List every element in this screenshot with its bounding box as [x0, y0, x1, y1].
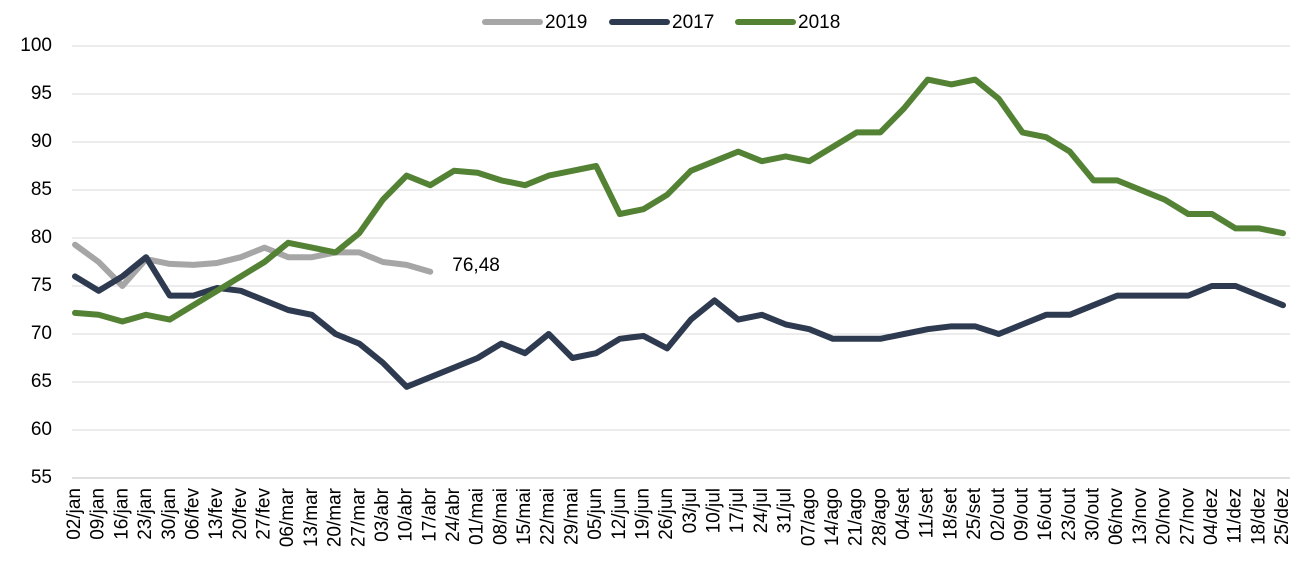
- y-tick-label: 100: [20, 35, 52, 56]
- legend-label: 2018: [798, 12, 840, 33]
- y-tick-label: 70: [31, 323, 52, 344]
- x-tick-label: 28/ago: [869, 488, 890, 546]
- y-tick-label: 90: [31, 131, 52, 152]
- x-tick-label: 30/jan: [159, 488, 180, 540]
- x-tick-label: 19/jun: [632, 488, 653, 540]
- x-tick-label: 02/out: [988, 487, 1009, 541]
- x-tick-label: 09/out: [1011, 487, 1032, 541]
- x-tick-label: 04/dez: [1201, 488, 1222, 545]
- series-line: [72, 241, 434, 289]
- x-tick-label: 02/jan: [64, 488, 85, 540]
- x-tick-label: 10/jul: [704, 488, 725, 533]
- x-tick-label: 09/jan: [88, 488, 109, 540]
- x-tick-label: 24/abr: [443, 487, 464, 542]
- x-tick-label: 06/nov: [1106, 488, 1127, 546]
- x-tick-label: 24/jul: [751, 488, 772, 533]
- y-tick-label: 65: [31, 371, 52, 392]
- x-tick-label: 27/fev: [254, 488, 275, 540]
- x-tick-label: 13/fev: [206, 488, 227, 540]
- annotation: 76,48: [452, 255, 500, 276]
- x-tick-label: 16/jan: [111, 488, 132, 540]
- x-tick-label: 10/abr: [396, 487, 417, 542]
- x-tick-label: 26/jun: [656, 488, 677, 540]
- y-tick-label: 55: [31, 467, 52, 488]
- x-tick-label: 18/set: [940, 487, 961, 539]
- x-tick-label: 27/nov: [1177, 488, 1198, 546]
- series-line: [72, 76, 1286, 325]
- x-tick-label: 20/mar: [325, 487, 346, 547]
- x-tick-label: 23/jan: [135, 488, 156, 540]
- x-tick-label: 13/nov: [1130, 488, 1151, 546]
- y-tick-label: 80: [31, 227, 52, 248]
- x-tick-label: 20/fev: [230, 488, 251, 540]
- x-tick-label: 01/mai: [467, 488, 488, 545]
- x-tick-label: 22/mai: [538, 488, 559, 545]
- x-tick-label: 23/out: [1059, 487, 1080, 541]
- x-tick-label: 31/jul: [775, 488, 796, 533]
- x-tick-label: 03/jul: [680, 488, 701, 533]
- x-tick-label: 04/set: [893, 487, 914, 539]
- x-tick-label: 08/mai: [490, 488, 511, 545]
- x-tick-label: 06/fev: [182, 488, 203, 540]
- y-tick-label: 75: [31, 275, 52, 296]
- legend-label: 2017: [672, 12, 714, 33]
- x-tick-label: 06/mar: [277, 487, 298, 547]
- x-tick-label: 11/set: [917, 487, 938, 538]
- y-tick-label: 85: [31, 179, 52, 200]
- x-tick-label: 15/mai: [514, 488, 535, 545]
- x-tick-label: 16/out: [1035, 487, 1056, 541]
- x-tick-label: 13/mar: [301, 487, 322, 547]
- y-tick-label: 60: [31, 419, 52, 440]
- x-tick-label: 21/ago: [846, 488, 867, 546]
- x-tick-label: 11/dez: [1225, 488, 1246, 544]
- y-tick-label: 95: [31, 83, 52, 104]
- x-tick-label: 25/dez: [1272, 488, 1290, 545]
- x-tick-label: 20/nov: [1154, 488, 1175, 546]
- x-tick-label: 27/mar: [348, 487, 369, 547]
- x-tick-label: 18/dez: [1248, 488, 1269, 545]
- x-tick-label: 03/abr: [372, 487, 393, 542]
- x-tick-label: 30/out: [1083, 487, 1104, 541]
- x-tick-label: 12/jun: [609, 488, 630, 540]
- x-tick-label: 17/jul: [727, 488, 748, 533]
- x-tick-label: 29/mai: [561, 488, 582, 545]
- series-line: [72, 254, 1286, 390]
- x-tick-label: 17/abr: [419, 487, 440, 542]
- x-tick-label: 05/jun: [585, 488, 606, 540]
- x-tick-label: 14/ago: [822, 488, 843, 546]
- legend-label: 2019: [545, 12, 587, 33]
- x-tick-label: 07/ago: [798, 488, 819, 546]
- x-tick-label: 25/set: [964, 487, 985, 539]
